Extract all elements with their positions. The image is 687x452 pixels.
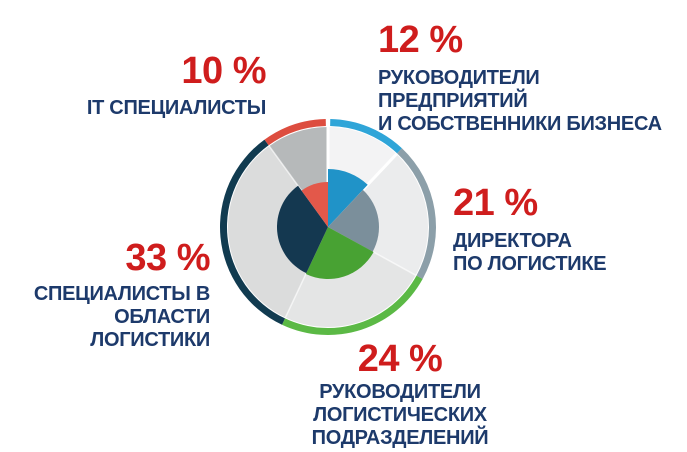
pie-wedge-10 <box>301 182 328 227</box>
outer-ring-arc-33 <box>220 139 285 325</box>
label-block-enterprise-owners: 12 % РУКОВОДИТЕЛИ ПРЕДПРИЯТИЙ И СОБСТВЕН… <box>378 20 687 136</box>
outer-ring-arc-10 <box>264 119 326 146</box>
label-block-logistics-division-heads: 24 % РУКОВОДИТЕЛИ ЛОГИСТИЧЕСКИХ ПОДРАЗДЕ… <box>230 339 570 450</box>
pie-wedge-33 <box>277 185 328 274</box>
outer-ring-arc-24 <box>282 275 423 335</box>
pie-wedge-21 <box>328 189 380 252</box>
caption-enterprise-owners: РУКОВОДИТЕЛИ ПРЕДПРИЯТИЙ И СОБСТВЕННИКИ … <box>378 67 662 135</box>
caption-logistics-specialists: СПЕЦИАЛИСТЫ В ОБЛАСТИ ЛОГИСТИКИ <box>33 283 210 351</box>
percent-value-logistics-division-heads: 24 % <box>357 338 443 380</box>
pie-wedge-12 <box>328 169 368 227</box>
pie-wedge-24 <box>305 227 374 279</box>
outer-ring-arc-12 <box>330 119 402 154</box>
caption-logistics-division-heads: РУКОВОДИТЕЛИ ЛОГИСТИЧЕСКИХ ПОДРАЗДЕЛЕНИЙ <box>311 381 489 449</box>
percent-value-enterprise-owners: 12 % <box>378 19 463 61</box>
mid-ring-sector-21 <box>328 154 428 276</box>
outer-ring-arc-21 <box>397 148 436 280</box>
label-block-logistics-directors: 21 % ДИРЕКТОРА ПО ЛОГИСТИКЕ <box>453 182 607 276</box>
caption-it-specialists: IT СПЕЦИАЛИСТЫ <box>86 97 266 119</box>
label-block-it-specialists: 10 % IT СПЕЦИАЛИСТЫ <box>86 50 267 120</box>
caption-logistics-directors: ДИРЕКТОРА ПО ЛОГИСТИКЕ <box>453 230 607 275</box>
percent-value-it-specialists: 10 % <box>181 50 266 92</box>
percent-value-logistics-directors: 21 % <box>453 182 538 224</box>
percent-value-logistics-specialists: 33 % <box>125 237 210 279</box>
label-block-logistics-specialists: 33 % СПЕЦИАЛИСТЫ В ОБЛАСТИ ЛОГИСТИКИ <box>0 237 211 352</box>
